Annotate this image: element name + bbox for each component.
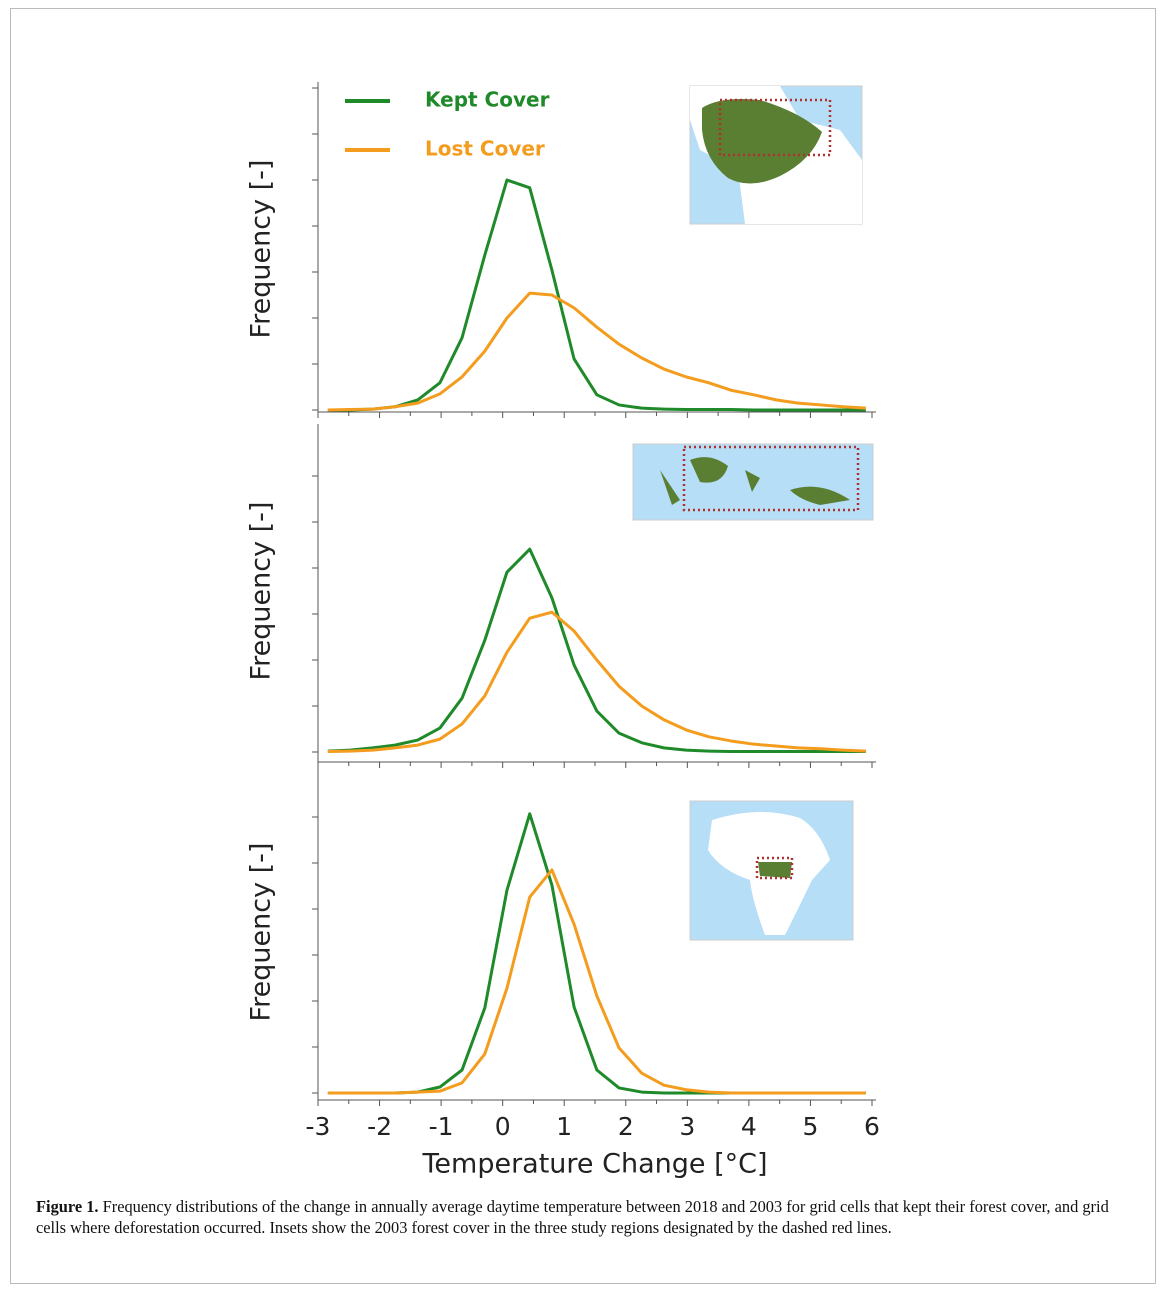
x-tick-label: -1 <box>429 1112 454 1141</box>
series-line <box>328 549 866 751</box>
legend-label: Lost Cover <box>425 137 545 161</box>
x-tick-label: 0 <box>495 1112 511 1141</box>
y-axis-label: Frequency [-] <box>246 843 277 1022</box>
series-line <box>328 612 866 751</box>
inset-map <box>690 86 862 224</box>
x-tick-label: -2 <box>367 1112 392 1141</box>
caption: Figure 1. Frequency distributions of the… <box>36 1196 1131 1238</box>
inset-map <box>690 801 853 940</box>
x-tick-label: 5 <box>802 1112 818 1141</box>
legend-label: Kept Cover <box>425 88 550 112</box>
figure: Frequency [-] Kept Cover Lost Cover Frequen… <box>0 0 1168 1190</box>
x-tick-label: 3 <box>679 1112 695 1141</box>
x-tick-label: -3 <box>306 1112 331 1141</box>
page: Frequency [-] Kept Cover Lost Cover Frequen… <box>0 0 1168 1296</box>
caption-label: Figure 1. <box>36 1197 99 1216</box>
caption-text: Frequency distributions of the change in… <box>36 1197 1109 1237</box>
x-tick-label: 6 <box>864 1112 880 1141</box>
x-tick-label: 2 <box>618 1112 634 1141</box>
y-axis-label: Frequency [-] <box>246 502 277 681</box>
x-tick-label: 1 <box>556 1112 572 1141</box>
x-axis-label: Temperature Change [°C] <box>422 1149 768 1180</box>
y-axis-label: Frequency [-] <box>246 160 277 339</box>
x-tick-label: 4 <box>741 1112 757 1141</box>
inset-map <box>633 444 873 520</box>
